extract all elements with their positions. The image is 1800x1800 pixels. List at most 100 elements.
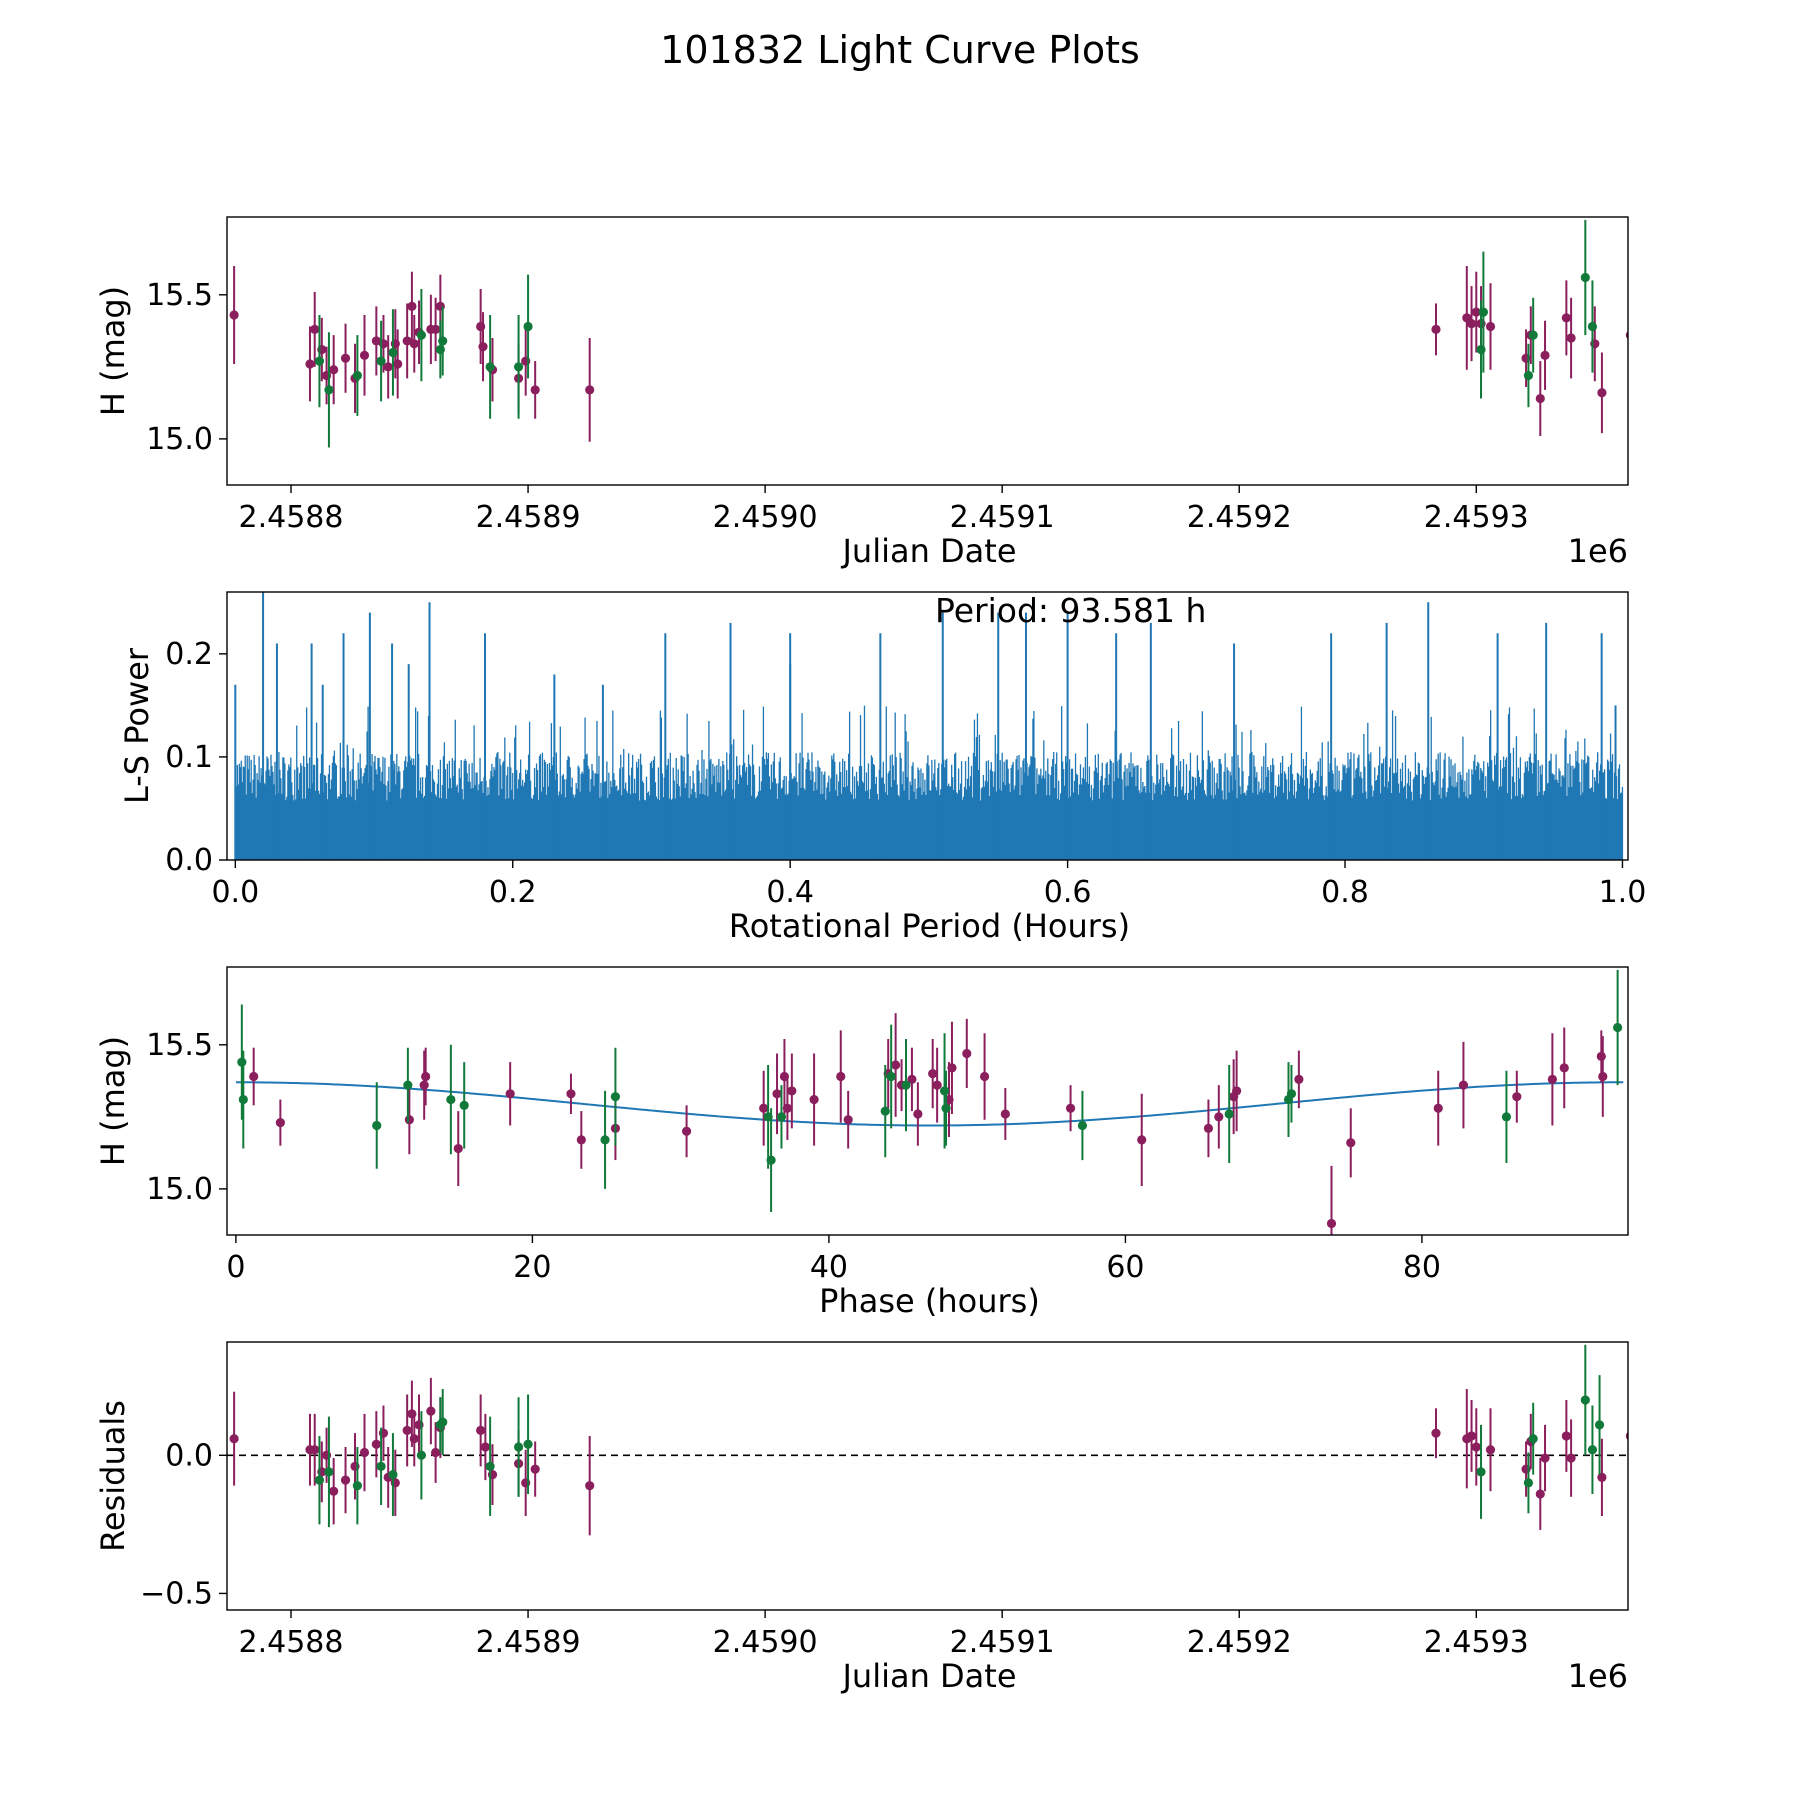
- purple-data-point: [1433, 1103, 1443, 1113]
- purple-data-point: [421, 1071, 431, 1082]
- purple-data-point: [1471, 307, 1481, 317]
- purple-data-point: [329, 365, 339, 375]
- green-data-point: [1077, 1120, 1088, 1131]
- purple-data-point: [1597, 388, 1607, 398]
- purple-data-point: [402, 336, 412, 346]
- purple-data-point: [371, 336, 381, 346]
- green-data-point: [324, 385, 334, 395]
- green-data-point: [886, 1071, 896, 1082]
- green-data-point: [1528, 330, 1538, 340]
- purple-data-point: [1203, 1123, 1214, 1133]
- green-data-point: [372, 1120, 382, 1131]
- y-axis-label: Residuals: [94, 1400, 132, 1552]
- purple-data-point: [409, 339, 419, 349]
- green-data-point: [1528, 1434, 1538, 1444]
- green-series: [237, 969, 1623, 1212]
- purple-data-point: [809, 1094, 819, 1105]
- purple-data-point: [275, 1118, 285, 1128]
- green-data-point: [513, 1442, 524, 1452]
- green-data-point: [941, 1103, 951, 1113]
- purple-data-point: [340, 353, 351, 363]
- plot-frame: [226, 591, 1629, 861]
- data-layer: [229, 219, 1668, 448]
- purple-data-point: [891, 1060, 901, 1070]
- purple-data-point: [566, 1089, 576, 1099]
- purple-data-point: [1540, 1453, 1550, 1463]
- green-data-point: [314, 1475, 325, 1485]
- green-data-point: [485, 362, 495, 372]
- purple-data-point: [426, 1406, 436, 1416]
- purple-data-point: [478, 342, 488, 352]
- purple-data-point: [359, 1447, 370, 1458]
- purple-data-point: [979, 1071, 990, 1082]
- purple-data-point: [1466, 1431, 1477, 1441]
- green-data-point: [600, 1135, 610, 1145]
- purple-data-point: [1566, 333, 1576, 343]
- purple-data-point: [1431, 324, 1441, 334]
- purple-data-point: [383, 362, 393, 372]
- purple-data-point: [1652, 322, 1661, 331]
- purple-data-point: [431, 324, 441, 334]
- x-tick-label: 80: [1403, 1250, 1441, 1285]
- green-data-point: [939, 1086, 950, 1096]
- green-data-point: [416, 330, 426, 340]
- y-axis-label: H (mag): [94, 1036, 132, 1166]
- green-data-point: [1224, 1109, 1234, 1119]
- residuals-panel: 2.4588 2.4589 2.4590 2.4591 2.4592 2.4593 −0.5…: [94, 1341, 1661, 1695]
- x-tick-label: 2.4588: [239, 1625, 344, 1660]
- green-data-point: [446, 1094, 456, 1105]
- purple-data-point: [359, 350, 370, 360]
- green-data-point: [1587, 321, 1598, 332]
- green-data-point: [1523, 1478, 1534, 1488]
- purple-data-point: [787, 1086, 797, 1096]
- green-data-point: [1633, 403, 1642, 412]
- green-data-point: [314, 356, 325, 366]
- purple-data-point: [1652, 1437, 1661, 1446]
- purple-data-point: [404, 1115, 414, 1125]
- green-data-point: [388, 347, 398, 358]
- green-data-point: [376, 356, 386, 366]
- purple-data-point: [409, 1434, 419, 1444]
- purple-data-point: [530, 385, 540, 395]
- purple-series: [229, 1377, 1661, 1536]
- green-data-point: [1580, 1395, 1590, 1405]
- green-data-point: [1501, 1112, 1512, 1122]
- x-tick-label: 0.4: [766, 875, 814, 910]
- purple-data-point: [530, 1464, 540, 1474]
- green-data-point: [1286, 1089, 1297, 1099]
- purple-data-point: [1559, 1063, 1569, 1073]
- purple-data-point: [1566, 1453, 1576, 1463]
- green-data-point: [776, 1112, 787, 1122]
- plot-frame: [226, 966, 1629, 1236]
- purple-data-point: [1294, 1074, 1304, 1084]
- green-data-point: [388, 1470, 398, 1480]
- x-axis-label: Julian Date: [840, 532, 1016, 570]
- green-data-point: [1580, 272, 1590, 283]
- purple-data-point: [1598, 1071, 1608, 1082]
- x-tick-label: 2.4593: [1424, 1625, 1529, 1660]
- data-layer: [229, 1344, 1661, 1536]
- light-curve-panel: 2.4588 2.4589 2.4590 2.4591 2.4592 2.4593 15.0…: [94, 216, 1668, 570]
- x-tick-label: 2.4591: [950, 1625, 1055, 1660]
- x-tick-label: 2.4591: [950, 500, 1055, 535]
- purple-data-point: [1512, 1092, 1522, 1102]
- green-data-point: [880, 1106, 890, 1116]
- purple-data-point: [407, 301, 417, 311]
- purple-data-point: [1659, 325, 1668, 334]
- green-data-point: [376, 1461, 386, 1471]
- purple-series: [249, 1013, 1608, 1235]
- purple-data-point: [1625, 331, 1628, 340]
- purple-data-point: [1326, 1218, 1337, 1229]
- purple-data-point: [229, 1434, 239, 1444]
- x-tick-label: 2.4593: [1424, 500, 1529, 535]
- purple-data-point: [962, 1048, 972, 1059]
- data-layer: [234, 592, 1624, 860]
- purple-data-point: [913, 1109, 923, 1119]
- purple-data-point: [329, 1486, 339, 1496]
- purple-data-point: [1458, 1080, 1469, 1090]
- purple-data-point: [1065, 1103, 1076, 1113]
- green-data-point: [237, 1057, 247, 1067]
- y-tick-label: 15.5: [146, 1028, 213, 1063]
- purple-data-point: [843, 1115, 853, 1125]
- purple-data-point: [305, 359, 315, 369]
